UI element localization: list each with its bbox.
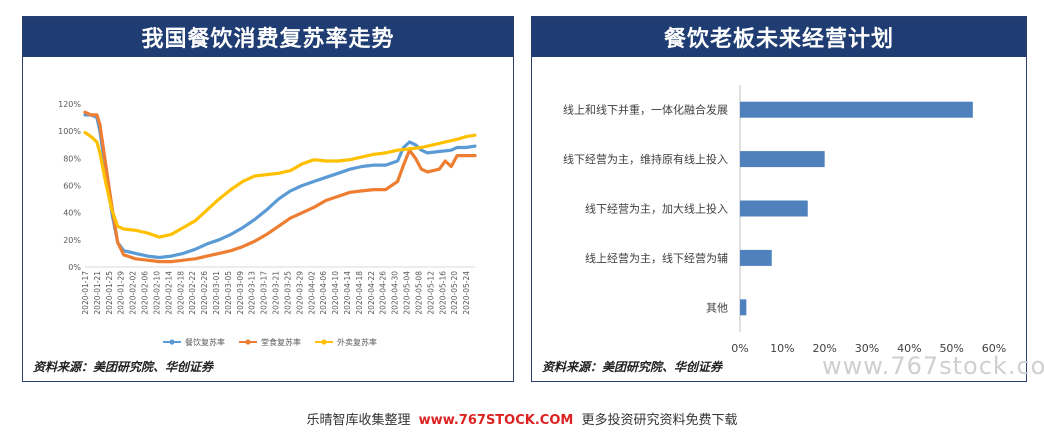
y-tick-label: 60% <box>63 182 81 191</box>
x-tick-label: 2020-04-18 <box>355 271 364 315</box>
x-tick-label: 2020-02-26 <box>200 271 209 315</box>
x-tick-label: 2020-05-12 <box>426 271 435 315</box>
category-label: 线上经营为主，线下经营为辅 <box>585 251 728 265</box>
x-tick-label: 50% <box>939 342 963 355</box>
legend-marker <box>245 339 251 345</box>
x-tick-label: 60% <box>982 342 1006 355</box>
legend-label: 餐饮复苏率 <box>185 337 225 347</box>
x-tick-label: 2020-02-14 <box>164 271 173 315</box>
bar <box>740 101 973 118</box>
x-tick-label: 2020-02-18 <box>176 271 185 315</box>
x-tick-label: 2020-02-06 <box>141 271 150 315</box>
x-tick-label: 2020-02-22 <box>188 271 197 315</box>
x-tick-label: 2020-04-26 <box>379 271 388 315</box>
recovery-rate-panel: 我国餐饮消费复苏率走势 0% 20% 40% 60% 80% 100% 120% 2020-0… <box>22 16 514 382</box>
y-tick-label: 120% <box>58 100 81 109</box>
category-label: 线下经营为主，加大线上投入 <box>585 202 728 216</box>
x-tick-label: 2020-02-10 <box>152 271 161 315</box>
panel-title: 我国餐饮消费复苏率走势 <box>23 17 513 57</box>
footer-suffix: 更多投资研究资料免费下载 <box>581 413 738 428</box>
series-line <box>83 110 477 264</box>
footer: 乐晴智库收集整理 www.767STOCK.COM 更多投资研究资料免费下载 <box>0 409 1044 428</box>
x-tick-label: 2020-03-17 <box>260 271 269 315</box>
x-tick-label: 2020-02-02 <box>129 271 138 315</box>
watermark: www.767stock.com <box>822 352 1044 380</box>
x-tick-label: 2020-03-13 <box>248 271 257 315</box>
y-tick-label: 80% <box>63 154 81 163</box>
category-label: 线上和线下并重，一体化融合发展 <box>563 103 728 117</box>
series-line <box>83 113 477 260</box>
bar <box>740 200 808 217</box>
footer-prefix: 乐晴智库收集整理 <box>306 413 411 428</box>
y-tick-label: 0% <box>68 263 81 272</box>
x-tick-label: 2020-03-25 <box>283 271 292 315</box>
operation-plan-panel: 餐饮老板未来经营计划 线上和线下并重，一体化融合发展 线下经营为主，维持原有线上投… <box>531 16 1027 382</box>
x-tick-label: 2020-04-14 <box>343 271 352 315</box>
legend-label: 外卖复苏率 <box>337 337 377 347</box>
x-tick-label: 2020-05-04 <box>403 271 412 315</box>
category-label: 线下经营为主，维持原有线上投入 <box>563 152 728 166</box>
source-note: 资料来源：美团研究院、华创证券 <box>542 360 723 374</box>
x-tick-label: 2020-01-21 <box>93 271 102 315</box>
series-line <box>83 130 477 239</box>
legend-marker <box>321 339 327 345</box>
y-tick-label: 100% <box>58 127 81 136</box>
legend-label: 堂食复苏率 <box>261 337 301 347</box>
x-tick-label: 2020-03-29 <box>295 271 304 315</box>
x-tick-label: 2020-01-25 <box>105 271 114 315</box>
x-tick-label: 10% <box>770 342 794 355</box>
category-label: 其他 <box>706 301 728 314</box>
bar <box>740 299 747 316</box>
x-tick-label: 2020-05-20 <box>450 271 459 315</box>
x-tick-label: 2020-04-06 <box>319 271 328 315</box>
plan-bar-chart: 线上和线下并重，一体化融合发展线下经营为主，维持原有线上投入线下经营为主，加大线… <box>563 85 1006 355</box>
y-tick-label: 20% <box>63 236 81 245</box>
bar <box>740 249 772 266</box>
x-tick-label: 2020-04-10 <box>331 271 340 315</box>
y-tick-label: 40% <box>63 209 81 218</box>
x-tick-label: 2020-03-01 <box>212 271 221 315</box>
x-tick-label: 0% <box>731 342 748 355</box>
x-tick-label: 2020-05-08 <box>414 271 423 315</box>
legend-marker <box>169 339 175 345</box>
recovery-line-chart: 0%20%40%60%80%100%120%2020-01-17 2020-01-… <box>58 100 477 347</box>
x-tick-label: 2020-03-05 <box>224 271 233 315</box>
x-tick-label: 2020-05-24 <box>462 271 471 315</box>
source-note: 资料来源：美团研究院、华创证券 <box>33 360 214 374</box>
x-tick-label: 2020-01-17 <box>81 271 90 315</box>
x-tick-label: 2020-04-22 <box>367 271 376 315</box>
x-tick-label: 30% <box>855 342 879 355</box>
panel-title: 餐饮老板未来经营计划 <box>532 17 1026 57</box>
x-tick-label: 2020-04-30 <box>391 271 400 315</box>
x-tick-label: 2020-04-02 <box>307 271 316 315</box>
x-tick-label: 2020-05-16 <box>438 271 447 315</box>
footer-link[interactable]: www.767STOCK.COM <box>418 413 574 428</box>
x-tick-label: 2020-03-09 <box>236 271 245 315</box>
x-tick-label: 2020-01-29 <box>117 271 126 315</box>
x-tick-label: 2020-03-21 <box>272 271 281 315</box>
bar <box>740 151 825 168</box>
x-tick-label: 20% <box>812 342 836 355</box>
x-tick-label: 40% <box>897 342 921 355</box>
